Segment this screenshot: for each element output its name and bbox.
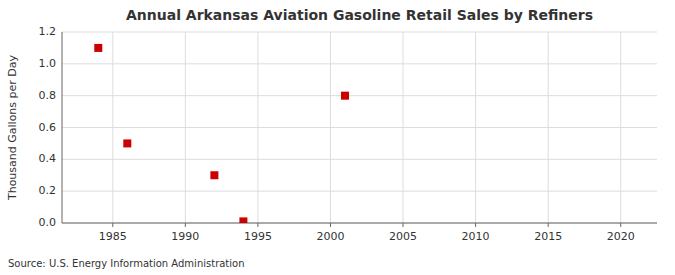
x-grid-line bbox=[548, 32, 549, 223]
x-grid-line bbox=[475, 32, 476, 223]
x-grid-line bbox=[330, 32, 331, 223]
x-tick bbox=[548, 223, 549, 227]
x-grid-line bbox=[185, 32, 186, 223]
x-tick bbox=[475, 223, 476, 227]
y-grid-line bbox=[62, 127, 657, 128]
x-tick-label: 2005 bbox=[389, 230, 417, 243]
x-tick bbox=[112, 223, 113, 227]
source-note: Source: U.S. Energy Information Administ… bbox=[8, 258, 245, 269]
y-grid-line bbox=[62, 32, 657, 33]
y-axis-label: Thousand Gallons per Day bbox=[6, 54, 19, 201]
y-tick-label: 0.0 bbox=[39, 216, 57, 229]
point bbox=[123, 139, 131, 147]
point bbox=[94, 44, 102, 52]
y-axis-line bbox=[62, 32, 63, 223]
chart-container: 0.0 0.2 0.4 0.6 0.8 1.0 1.2 1985 1990 1995 2000 200… bbox=[0, 0, 675, 275]
x-grid-line bbox=[257, 32, 258, 223]
y-tick-label: 1.2 bbox=[39, 25, 57, 38]
x-tick bbox=[257, 223, 258, 227]
y-grid-line bbox=[62, 191, 657, 192]
x-tick-label: 2000 bbox=[316, 230, 344, 243]
y-grid-line bbox=[62, 159, 657, 160]
x-tick-label: 2020 bbox=[607, 230, 635, 243]
y-grid-line bbox=[62, 223, 657, 224]
axes: 0.0 0.2 0.4 0.6 0.8 1.0 1.2 1985 1990 1995 2000 200… bbox=[39, 25, 658, 243]
x-grid-line bbox=[620, 32, 621, 223]
point bbox=[210, 171, 218, 179]
x-axis-line bbox=[62, 223, 657, 224]
y-grid-line bbox=[62, 63, 657, 64]
chart: 0.0 0.2 0.4 0.6 0.8 1.0 1.2 1985 1990 1995 2000 200… bbox=[0, 0, 675, 275]
x-tick-label: 2015 bbox=[534, 230, 562, 243]
point bbox=[341, 92, 349, 100]
x-tick-label: 1990 bbox=[171, 230, 199, 243]
points bbox=[94, 44, 349, 223]
y-tick-label: 0.4 bbox=[39, 152, 57, 165]
x-grid-line bbox=[112, 32, 113, 223]
x-grid-line bbox=[403, 32, 404, 223]
y-grid-line bbox=[62, 95, 657, 96]
x-tick bbox=[185, 223, 186, 227]
x-tick-label: 1985 bbox=[99, 230, 127, 243]
y-tick-label: 0.8 bbox=[39, 89, 57, 102]
y-tick-label: 1.0 bbox=[39, 57, 57, 70]
x-tick bbox=[403, 223, 404, 227]
point bbox=[239, 217, 247, 223]
y-tick-label: 0.6 bbox=[39, 121, 57, 134]
x-tick-label: 1995 bbox=[244, 230, 272, 243]
y-tick-label: 0.2 bbox=[39, 184, 57, 197]
x-tick bbox=[330, 223, 331, 227]
title: Annual Arkansas Aviation Gasoline Retail… bbox=[126, 7, 593, 23]
x-tick bbox=[620, 223, 621, 227]
grid bbox=[62, 32, 657, 223]
x-tick-label: 2010 bbox=[462, 230, 490, 243]
